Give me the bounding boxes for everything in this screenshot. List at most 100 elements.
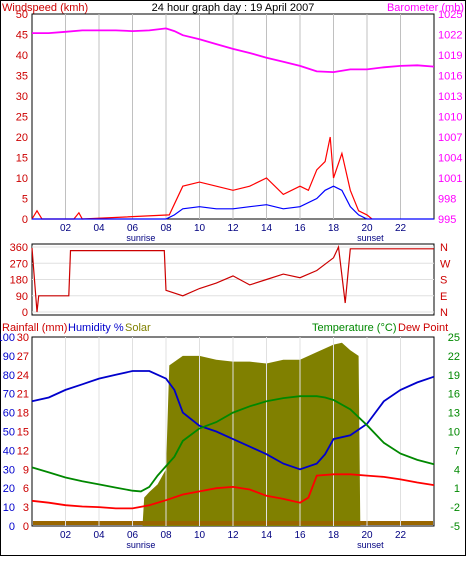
series-line-barometer bbox=[32, 27, 435, 74]
hour-tick-label: 14 bbox=[261, 530, 273, 541]
hour-tick-label: 18 bbox=[328, 223, 340, 234]
temperature-tick-label: 16 bbox=[448, 389, 460, 401]
direction-tick-label: 90 bbox=[16, 291, 28, 303]
humidity-tick-label: 70 bbox=[3, 389, 15, 401]
rainfall-tick-label: 27 bbox=[17, 351, 29, 363]
barometer-tick-label: 998 bbox=[438, 194, 456, 206]
rainfall-tick-label: 21 bbox=[17, 389, 29, 401]
series-line-wind-gust bbox=[31, 136, 373, 220]
solar-axis-title: Solar bbox=[125, 322, 151, 334]
direction-tick-label: 270 bbox=[10, 258, 28, 270]
humidity-tick-label: 30 bbox=[3, 464, 15, 476]
temperature-tick-label: 22 bbox=[448, 351, 460, 363]
hour-tick-label: 04 bbox=[93, 530, 105, 541]
humidity-tick-label: 0 bbox=[9, 521, 15, 533]
series-line-humidity bbox=[31, 370, 435, 471]
temperature-tick-label: 13 bbox=[448, 408, 460, 420]
temp-humidity-panel: Rainfall (mm) Humidity % Solar Temperatu… bbox=[0, 322, 460, 550]
windspeed-tick-label: 10 bbox=[16, 173, 28, 185]
windspeed-tick-label: 15 bbox=[16, 153, 28, 165]
hour-tick-label: 12 bbox=[227, 223, 239, 234]
barometer-tick-label: 1004 bbox=[438, 153, 462, 165]
humidity-axis-title: Humidity % bbox=[68, 322, 124, 334]
humidity-tick-label: 40 bbox=[3, 445, 15, 457]
temperature-tick-label: -2 bbox=[450, 502, 460, 514]
hour-tick-label: 06 bbox=[127, 530, 139, 541]
hour-tick-label: 10 bbox=[194, 223, 206, 234]
hour-tick-label: 22 bbox=[395, 530, 407, 541]
hour-tick-label: 12 bbox=[227, 530, 239, 541]
sunrise-label: sunrise bbox=[126, 233, 155, 243]
humidity-tick-label: 20 bbox=[3, 483, 15, 495]
chart-title: 24 hour graph day : 19 April 2007 bbox=[152, 2, 315, 14]
sunset-label: sunset bbox=[357, 233, 384, 243]
humidity-tick-label: 60 bbox=[3, 408, 15, 420]
humidity-tick-label: 10 bbox=[3, 502, 15, 514]
windspeed-tick-label: 35 bbox=[16, 71, 28, 83]
barometer-tick-label: 1010 bbox=[438, 112, 462, 124]
hour-tick-label: 18 bbox=[328, 530, 340, 541]
compass-tick-label: E bbox=[440, 291, 447, 303]
windspeed-tick-label: 45 bbox=[16, 30, 28, 42]
barometer-tick-label: 1007 bbox=[438, 132, 462, 144]
humidity-tick-label: 50 bbox=[3, 427, 15, 439]
compass-tick-label: S bbox=[440, 275, 447, 287]
rainfall-tick-label: 3 bbox=[23, 502, 29, 514]
direction-tick-label: 360 bbox=[10, 242, 28, 254]
barometer-tick-label: 1001 bbox=[438, 173, 462, 185]
temperature-tick-label: 19 bbox=[448, 370, 460, 382]
hour-tick-label: 20 bbox=[361, 530, 373, 541]
series-line-temperature bbox=[31, 395, 435, 493]
sunset-label: sunset bbox=[357, 540, 384, 550]
series-line-wind-direction bbox=[31, 244, 434, 313]
rainfall-tick-label: 12 bbox=[17, 445, 29, 457]
windspeed-tick-label: 25 bbox=[16, 112, 28, 124]
compass-tick-label: N bbox=[440, 307, 448, 319]
rainfall-tick-label: 15 bbox=[17, 427, 29, 439]
series-line-dew-point bbox=[31, 473, 435, 510]
compass-tick-label: W bbox=[440, 258, 451, 270]
humidity-tick-label: 100 bbox=[0, 332, 15, 344]
barometer-tick-label: 1019 bbox=[438, 50, 462, 62]
rainfall-tick-label: 30 bbox=[17, 332, 29, 344]
rainfall-axis-title: Rainfall (mm) bbox=[2, 322, 67, 334]
hour-tick-label: 10 bbox=[194, 530, 206, 541]
series-line-wind-average bbox=[32, 185, 434, 220]
hour-tick-label: 02 bbox=[60, 223, 72, 234]
hour-tick-label: 22 bbox=[395, 223, 407, 234]
barometer-tick-label: 995 bbox=[438, 214, 456, 226]
barometer-axis-title: Barometer (mb) bbox=[387, 2, 464, 14]
windspeed-tick-label: 40 bbox=[16, 50, 28, 62]
direction-tick-label: 180 bbox=[10, 275, 28, 287]
dewpoint-axis-title: Dew Point bbox=[398, 322, 448, 334]
windspeed-tick-label: 50 bbox=[16, 9, 28, 21]
temperature-tick-label: 4 bbox=[454, 464, 460, 476]
hour-tick-label: 06 bbox=[127, 223, 139, 234]
hour-tick-label: 16 bbox=[294, 530, 306, 541]
temperature-tick-label: 1 bbox=[454, 483, 460, 495]
barometer-tick-label: 1016 bbox=[438, 71, 462, 83]
wind-pressure-panel: Windspeed (kmh) 24 hour graph day : 19 A… bbox=[2, 2, 464, 243]
rainfall-tick-label: 9 bbox=[23, 464, 29, 476]
barometer-tick-label: 1013 bbox=[438, 91, 462, 103]
hour-tick-label: 16 bbox=[294, 223, 306, 234]
temperature-tick-label: -5 bbox=[450, 521, 460, 533]
temperature-tick-label: 10 bbox=[448, 427, 460, 439]
rainfall-tick-label: 0 bbox=[23, 521, 29, 533]
temperature-tick-label: 25 bbox=[448, 332, 460, 344]
temperature-axis-title: Temperature (°C) bbox=[312, 322, 396, 334]
windspeed-axis-title: Windspeed (kmh) bbox=[2, 2, 88, 14]
hour-tick-label: 14 bbox=[261, 223, 273, 234]
rainfall-tick-label: 24 bbox=[17, 370, 29, 382]
windspeed-tick-label: 20 bbox=[16, 132, 28, 144]
compass-tick-label: N bbox=[440, 242, 448, 254]
hour-tick-label: 08 bbox=[160, 530, 172, 541]
rainfall-tick-label: 18 bbox=[17, 408, 29, 420]
humidity-tick-label: 80 bbox=[3, 370, 15, 382]
barometer-tick-label: 1022 bbox=[438, 30, 462, 42]
hour-tick-label: 08 bbox=[160, 223, 172, 234]
hour-tick-label: 02 bbox=[60, 530, 72, 541]
hour-tick-label: 20 bbox=[361, 223, 373, 234]
